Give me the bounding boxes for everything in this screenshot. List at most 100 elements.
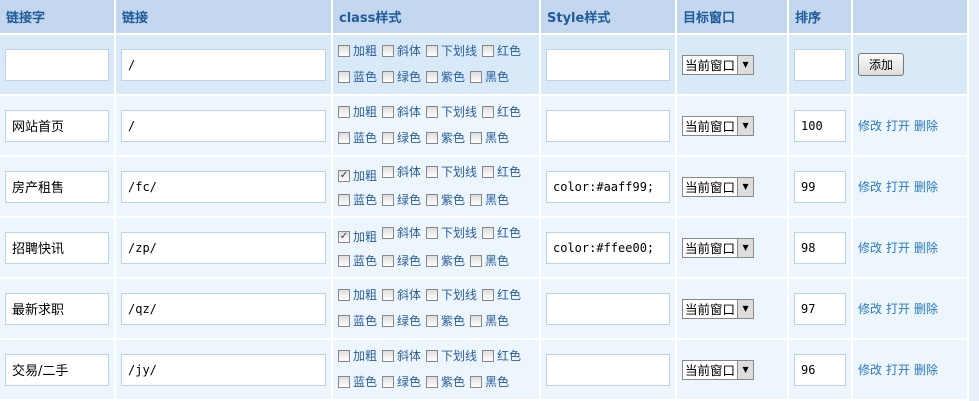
open-link[interactable]: 打开 <box>886 363 911 377</box>
class-checkbox[interactable]: 红色 <box>482 39 521 63</box>
class-checkbox[interactable]: 绿色 <box>382 309 421 333</box>
checkbox-icon[interactable] <box>338 193 350 206</box>
checkbox-icon[interactable] <box>382 193 395 206</box>
checkbox-icon[interactable]: ✓ <box>338 230 350 243</box>
class-checkbox[interactable]: 紫色 <box>426 188 465 212</box>
link-name-input[interactable] <box>5 48 109 81</box>
link-url-input[interactable] <box>121 109 326 142</box>
checkbox-icon[interactable] <box>338 349 350 362</box>
class-checkbox[interactable]: 加粗 <box>338 283 377 307</box>
class-checkbox[interactable]: 下划线 <box>426 160 477 184</box>
checkbox-icon[interactable] <box>470 375 483 388</box>
checkbox-icon[interactable] <box>426 44 439 57</box>
checkbox-icon[interactable] <box>338 70 350 83</box>
class-checkbox[interactable]: 蓝色 <box>338 188 377 212</box>
checkbox-icon[interactable] <box>470 314 483 327</box>
open-link[interactable]: 打开 <box>886 119 911 133</box>
checkbox-icon[interactable] <box>382 375 395 388</box>
edit-link[interactable]: 修改 <box>858 302 883 316</box>
class-checkbox[interactable]: 蓝色 <box>338 126 377 150</box>
delete-link[interactable]: 删除 <box>914 241 939 255</box>
checkbox-icon[interactable] <box>426 131 439 144</box>
edit-link[interactable]: 修改 <box>858 241 883 255</box>
open-link[interactable]: 打开 <box>886 302 911 316</box>
class-checkbox[interactable]: 下划线 <box>426 39 477 63</box>
link-url-input[interactable] <box>121 231 326 264</box>
class-checkbox[interactable]: 紫色 <box>426 249 465 273</box>
checkbox-icon[interactable] <box>338 44 350 57</box>
checkbox-icon[interactable] <box>382 226 395 239</box>
chevron-down-icon[interactable]: ▼ <box>737 177 754 196</box>
class-checkbox[interactable]: 紫色 <box>426 65 465 89</box>
order-input[interactable] <box>794 109 846 142</box>
checkbox-icon[interactable] <box>382 131 395 144</box>
order-input[interactable] <box>794 48 846 81</box>
link-name-input[interactable]: 最新求职 <box>5 292 109 325</box>
class-checkbox[interactable]: 绿色 <box>382 370 421 394</box>
checkbox-icon[interactable] <box>338 375 350 388</box>
checkbox-icon[interactable] <box>426 226 439 239</box>
link-name-input[interactable]: 房产租售 <box>5 170 109 203</box>
class-checkbox[interactable]: 下划线 <box>426 100 477 124</box>
link-url-input[interactable] <box>121 292 326 325</box>
delete-link[interactable]: 删除 <box>914 363 939 377</box>
class-checkbox[interactable]: 黑色 <box>470 65 509 89</box>
checkbox-icon[interactable] <box>470 131 483 144</box>
add-button[interactable]: 添加 <box>858 53 905 76</box>
checkbox-icon[interactable] <box>338 131 350 144</box>
chevron-down-icon[interactable]: ▼ <box>737 238 754 257</box>
class-checkbox[interactable]: 黑色 <box>470 309 509 333</box>
class-checkbox[interactable]: 绿色 <box>382 249 421 273</box>
class-checkbox[interactable]: 绿色 <box>382 65 421 89</box>
link-url-input[interactable] <box>121 48 326 81</box>
checkbox-icon[interactable] <box>382 349 395 362</box>
class-checkbox[interactable]: ✓ 加粗 <box>338 225 377 249</box>
checkbox-icon[interactable] <box>482 349 495 362</box>
style-input[interactable] <box>546 48 670 81</box>
edit-link[interactable]: 修改 <box>858 363 883 377</box>
target-window-select[interactable]: 当前窗口 ▼ <box>682 115 755 136</box>
style-input[interactable] <box>546 231 670 264</box>
checkbox-icon[interactable] <box>470 193 483 206</box>
order-input[interactable] <box>794 170 846 203</box>
style-input[interactable] <box>546 353 670 386</box>
delete-link[interactable]: 删除 <box>914 180 939 194</box>
style-input[interactable] <box>546 109 670 142</box>
style-input[interactable] <box>546 292 670 325</box>
checkbox-icon[interactable] <box>426 165 439 178</box>
class-checkbox[interactable]: 紫色 <box>426 309 465 333</box>
checkbox-icon[interactable] <box>426 375 439 388</box>
target-window-select[interactable]: 当前窗口 ▼ <box>682 359 755 380</box>
class-checkbox[interactable]: 黑色 <box>470 249 509 273</box>
class-checkbox[interactable]: 蓝色 <box>338 65 377 89</box>
checkbox-icon[interactable] <box>382 254 395 267</box>
class-checkbox[interactable]: 黑色 <box>470 188 509 212</box>
checkbox-icon[interactable] <box>426 254 439 267</box>
link-url-input[interactable] <box>121 353 326 386</box>
class-checkbox[interactable]: 斜体 <box>382 344 421 368</box>
class-checkbox[interactable]: 加粗 <box>338 100 377 124</box>
order-input[interactable] <box>794 231 846 264</box>
class-checkbox[interactable]: 下划线 <box>426 221 477 245</box>
target-window-select[interactable]: 当前窗口 ▼ <box>682 298 755 319</box>
checkbox-icon[interactable] <box>482 105 495 118</box>
class-checkbox[interactable]: 紫色 <box>426 370 465 394</box>
class-checkbox[interactable]: 绿色 <box>382 126 421 150</box>
class-checkbox[interactable]: 斜体 <box>382 221 421 245</box>
checkbox-icon[interactable] <box>382 105 395 118</box>
class-checkbox[interactable]: 红色 <box>482 160 521 184</box>
checkbox-icon[interactable] <box>482 288 495 301</box>
target-window-select[interactable]: 当前窗口 ▼ <box>682 176 755 197</box>
open-link[interactable]: 打开 <box>886 241 911 255</box>
checkbox-icon[interactable] <box>482 226 495 239</box>
chevron-down-icon[interactable]: ▼ <box>737 360 754 379</box>
chevron-down-icon[interactable]: ▼ <box>737 299 754 318</box>
target-window-select[interactable]: 当前窗口 ▼ <box>682 54 755 75</box>
class-checkbox[interactable]: 下划线 <box>426 283 477 307</box>
checkbox-icon[interactable] <box>426 288 439 301</box>
link-url-input[interactable] <box>121 170 326 203</box>
checkbox-icon[interactable] <box>426 105 439 118</box>
class-checkbox[interactable]: 加粗 <box>338 344 377 368</box>
class-checkbox[interactable]: 斜体 <box>382 39 421 63</box>
checkbox-icon[interactable] <box>382 314 395 327</box>
